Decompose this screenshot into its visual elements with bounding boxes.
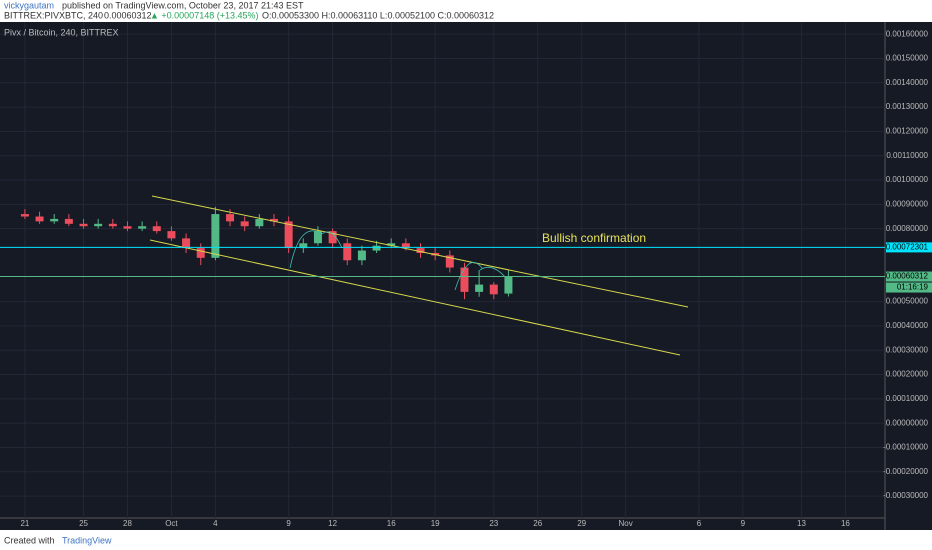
level-line-label: 0.00072301 [886, 242, 929, 251]
y-tick-label: 0.00150000 [886, 54, 929, 63]
y-tick-label: 0.00080000 [886, 224, 929, 233]
y-tick-label: 0.00050000 [886, 297, 929, 306]
candle-body [182, 238, 191, 249]
candle-body [343, 243, 352, 261]
candle-body [460, 267, 469, 292]
candle-body [313, 231, 322, 244]
candle-body [108, 223, 117, 227]
symbol: BITTREX:PIVXBTC, 240 [4, 10, 103, 20]
trendline-upper [151, 195, 689, 308]
candle-body [123, 226, 132, 229]
y-tick-label: 0.00010000 [886, 394, 929, 403]
candle-body [152, 226, 161, 232]
y-tick-label: -0.00030000 [883, 491, 928, 500]
y-tick-label: 0.00040000 [886, 321, 929, 330]
y-tick-label: -0.00010000 [883, 443, 928, 452]
x-tick-label: Oct [165, 519, 178, 528]
x-tick-label: 29 [577, 519, 586, 528]
y-tick-label: 0.00020000 [886, 370, 929, 379]
candle-body [20, 214, 29, 217]
x-tick-label: Nov [619, 519, 633, 528]
ohlc: O:0.00053300 H:0.00063110 L:0.00052100 C… [262, 10, 494, 20]
candle-body [35, 216, 44, 222]
x-tick-label: 26 [533, 519, 542, 528]
header-bar [0, 0, 932, 22]
x-tick-label: 21 [20, 519, 29, 528]
grid [0, 22, 885, 518]
y-tick-label: 0.00110000 [886, 151, 928, 160]
candle-body [255, 218, 264, 227]
x-tick-label: 9 [286, 519, 291, 528]
pattern-curves [289, 230, 507, 291]
countdown: 01:16:19 [897, 283, 929, 292]
candle-body [445, 255, 454, 268]
countdown-tag [886, 282, 932, 293]
candle-body [475, 284, 484, 292]
x-tick-label: 28 [123, 519, 132, 528]
y-tick-label: 0.00160000 [886, 29, 929, 38]
x-tick-label: 16 [387, 519, 396, 528]
published: published on TradingView.com, October 23… [62, 0, 304, 10]
chart-title: Pivx / Bitcoin, 240, BITTREX [4, 27, 119, 37]
candle-body [211, 214, 220, 258]
candle-body [138, 226, 147, 229]
price-line-tag [886, 271, 932, 282]
y-tick-label: 0.00030000 [886, 345, 929, 354]
candle-body [299, 243, 308, 249]
y-tick-label: -0.00020000 [883, 467, 928, 476]
x-tick-label: 12 [328, 519, 337, 528]
y-tick-label: 0.00120000 [886, 127, 929, 136]
footer-bar [0, 530, 932, 550]
candle-body [387, 243, 396, 246]
candle-body [64, 218, 73, 224]
candle-body [284, 221, 293, 249]
y-tick-label: 0.00100000 [886, 175, 929, 184]
trendline-lower [149, 239, 681, 356]
x-tick-label: 6 [697, 519, 702, 528]
x-tick-label: 23 [489, 519, 498, 528]
candle-body [416, 248, 425, 253]
y-tick-label: 0.00090000 [886, 199, 929, 208]
candle-body [372, 245, 381, 251]
candle-body [94, 223, 103, 227]
x-tick-label: 13 [797, 519, 806, 528]
candle-body [167, 231, 176, 239]
candle-body [240, 221, 249, 227]
candle-body [50, 218, 59, 222]
last-price: 0.00060312 [104, 10, 152, 20]
author[interactable]: vickygautam [4, 0, 54, 10]
candle-body [504, 276, 513, 294]
candle-body [269, 218, 278, 222]
change: ▲ +0.00007148 (+13.45%) [150, 10, 259, 20]
candle-body [196, 248, 205, 258]
candle-body [226, 214, 235, 222]
footer-created: Created with [4, 535, 55, 545]
y-tick-label: 0.00140000 [886, 78, 929, 87]
footer-brand[interactable]: TradingView [62, 535, 112, 545]
candle-body [328, 231, 337, 244]
candle-body [79, 223, 88, 227]
annotation: Bullish confirmation [542, 231, 646, 245]
level-line-tag [886, 242, 932, 253]
y-tick-label: 0.00130000 [886, 102, 929, 111]
x-tick-label: 4 [213, 519, 218, 528]
candle-body [401, 243, 410, 249]
x-tick-label: 19 [431, 519, 440, 528]
y-tick-label: 0.00000000 [886, 418, 929, 427]
x-tick-label: 16 [841, 519, 850, 528]
x-tick-label: 9 [741, 519, 746, 528]
price-line-label: 0.00060312 [886, 272, 929, 281]
candle-body [489, 284, 498, 295]
x-tick-label: 25 [79, 519, 88, 528]
plot [20, 206, 513, 300]
candle-body [357, 250, 366, 261]
